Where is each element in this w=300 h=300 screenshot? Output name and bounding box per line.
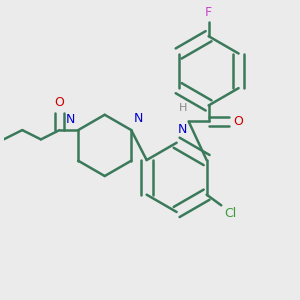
Text: N: N bbox=[66, 113, 76, 126]
Text: O: O bbox=[55, 96, 64, 109]
Text: H: H bbox=[179, 103, 187, 113]
Text: N: N bbox=[178, 123, 187, 136]
Text: F: F bbox=[205, 6, 212, 19]
Text: N: N bbox=[134, 112, 143, 125]
Text: O: O bbox=[233, 115, 243, 128]
Text: Cl: Cl bbox=[224, 207, 236, 220]
